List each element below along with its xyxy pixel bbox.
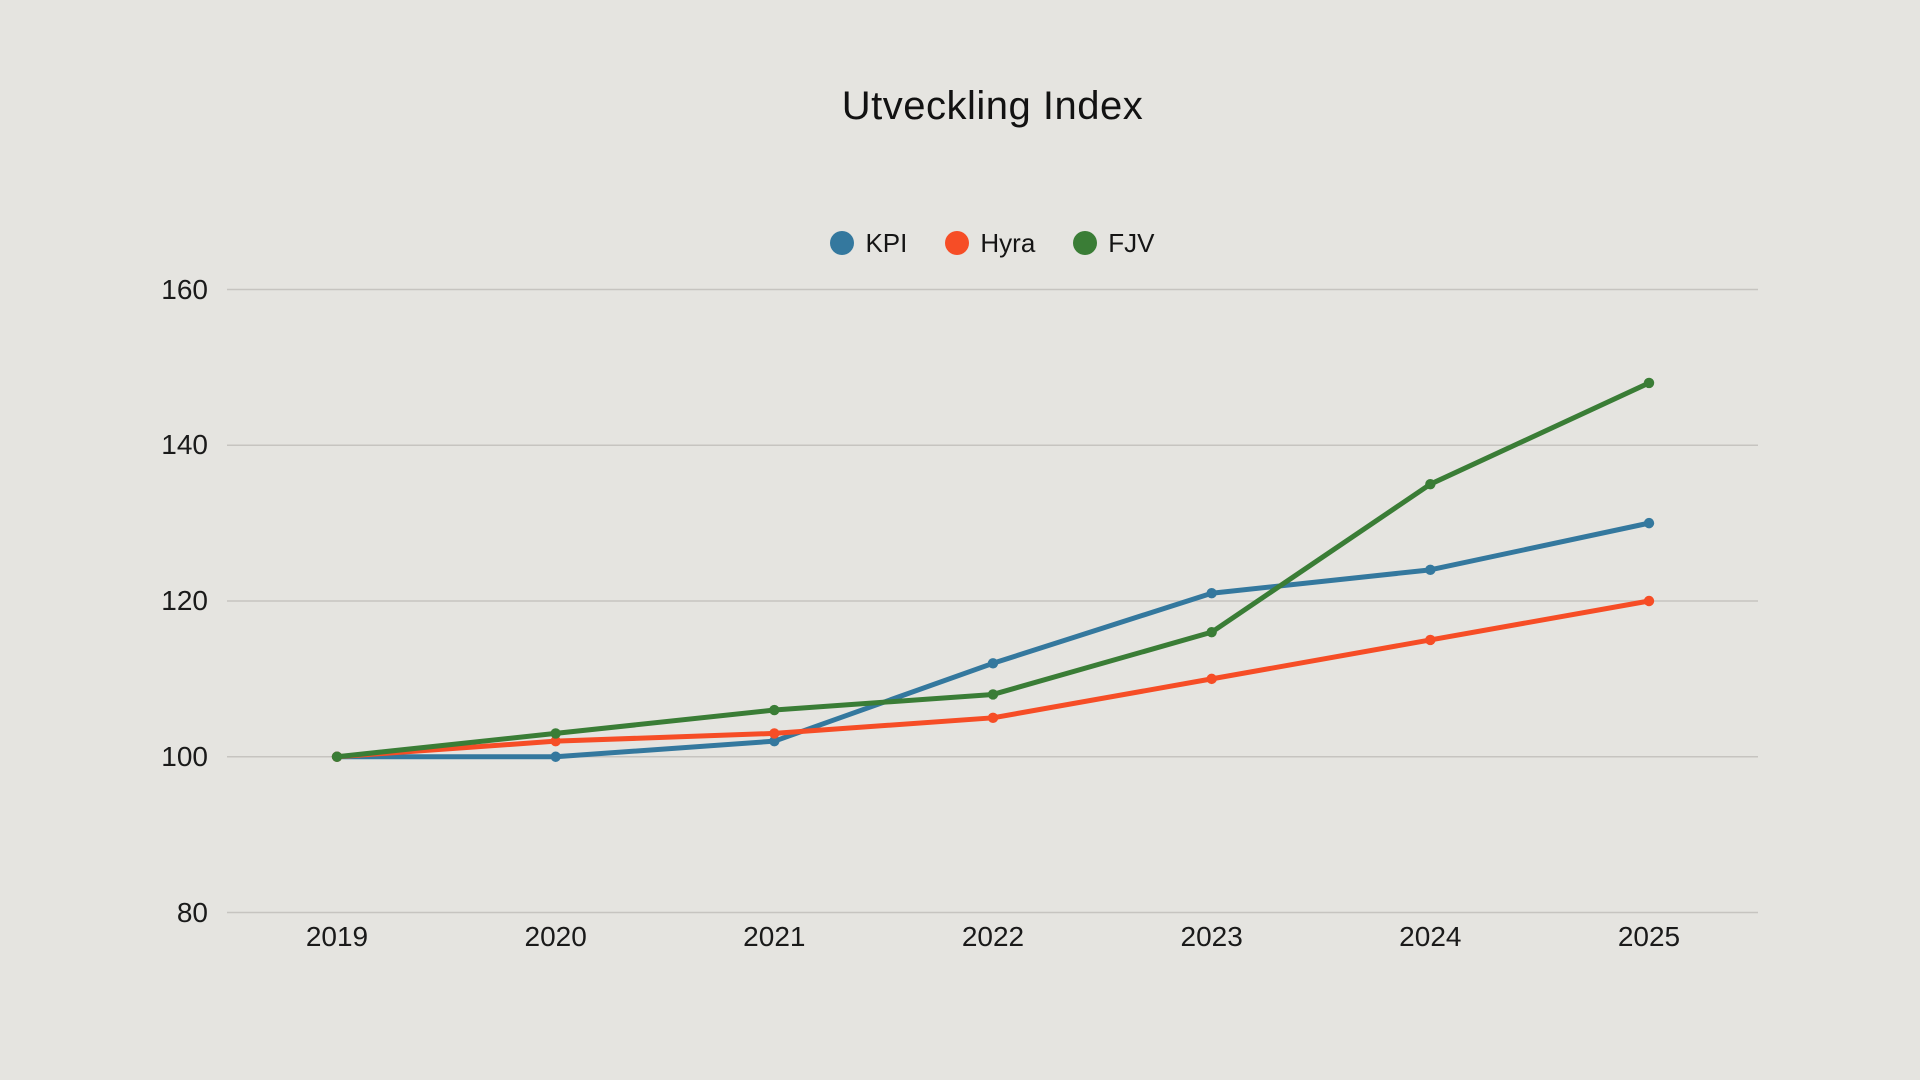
y-axis-tick-label: 120 [161,585,208,616]
data-point-marker [987,689,999,700]
x-axis-tick-label: 2020 [524,921,587,952]
y-axis-tick-label: 140 [161,429,208,461]
x-axis-tick-label: 2023 [1180,921,1243,952]
legend-marker-icon [830,231,855,255]
chart-title: Utveckling Index [841,84,1144,128]
data-point-marker [550,735,561,747]
chart-legend: KPI Hyra FJV [227,227,1758,259]
data-point-marker [769,735,780,747]
y-axis-tick-label: 160 [161,273,208,305]
data-point-marker [331,751,343,762]
data-point-marker [1643,517,1655,529]
legend-item-fjv[interactable]: FJV [1073,227,1155,259]
x-axis-tick-label: 2022 [961,921,1025,952]
data-point-marker [550,728,561,739]
legend-marker-icon [1073,231,1098,255]
data-point-marker [769,704,780,716]
data-point-marker [1425,478,1436,490]
data-point-marker [550,751,561,762]
data-point-marker [1206,588,1217,599]
y-axis-tick-label: 100 [161,740,208,772]
legend-item-label: KPI [865,227,908,258]
x-axis-tick-label: 2024 [1399,921,1462,952]
series-line-fjv [334,380,1652,760]
x-axis-tick-label: 2025 [1617,921,1681,952]
x-axis-tick-label: 2021 [743,921,806,952]
legend-marker-icon [945,231,970,255]
legend-item-kpi[interactable]: KPI [830,228,907,259]
x-axis-tick-label: 2019 [305,921,369,952]
legend-item-hyra[interactable]: Hyra [945,228,1035,259]
legend-item-label: FJV [1108,227,1155,258]
data-point-marker [1425,634,1436,646]
data-point-marker [1206,673,1217,685]
data-point-marker [1425,564,1436,576]
data-point-marker [1643,377,1655,389]
legend-item-label: Hyra [980,227,1036,258]
data-point-marker [987,712,999,724]
data-point-marker [1643,595,1655,607]
y-axis-tick-label: 80 [176,896,208,928]
data-point-marker [769,728,780,739]
data-point-marker [987,658,999,669]
data-point-marker [1206,626,1217,638]
